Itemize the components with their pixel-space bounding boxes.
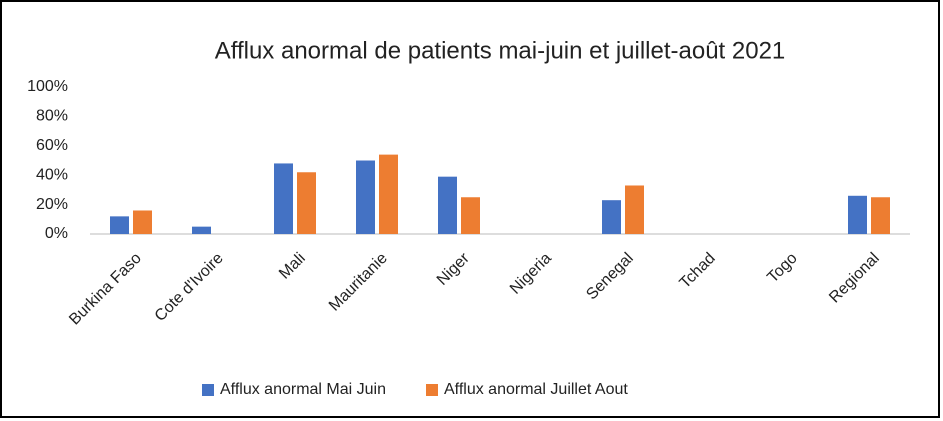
chart-title: Afflux anormal de patients mai-juin et j… [215, 37, 786, 64]
bar [192, 226, 211, 234]
bar [461, 197, 480, 234]
bar [274, 163, 293, 234]
y-tick-label: 40% [36, 166, 68, 183]
bar [871, 197, 890, 234]
bar [848, 195, 867, 234]
bar [438, 176, 457, 234]
y-tick-label: 60% [36, 137, 68, 154]
bar [625, 185, 644, 234]
bar [110, 216, 129, 234]
legend-swatch [202, 384, 214, 396]
y-tick-label: 100% [27, 78, 68, 95]
bar [356, 160, 375, 234]
bar [133, 210, 152, 234]
bar [379, 154, 398, 234]
bar [297, 172, 316, 234]
y-tick-label: 80% [36, 108, 68, 125]
legend-label: Afflux anormal Juillet Aout [444, 381, 628, 398]
y-tick-label: 0% [45, 225, 68, 242]
legend-swatch [426, 384, 438, 396]
legend-label: Afflux anormal Mai Juin [220, 381, 386, 398]
y-tick-label: 20% [36, 196, 68, 213]
bar [602, 200, 621, 234]
